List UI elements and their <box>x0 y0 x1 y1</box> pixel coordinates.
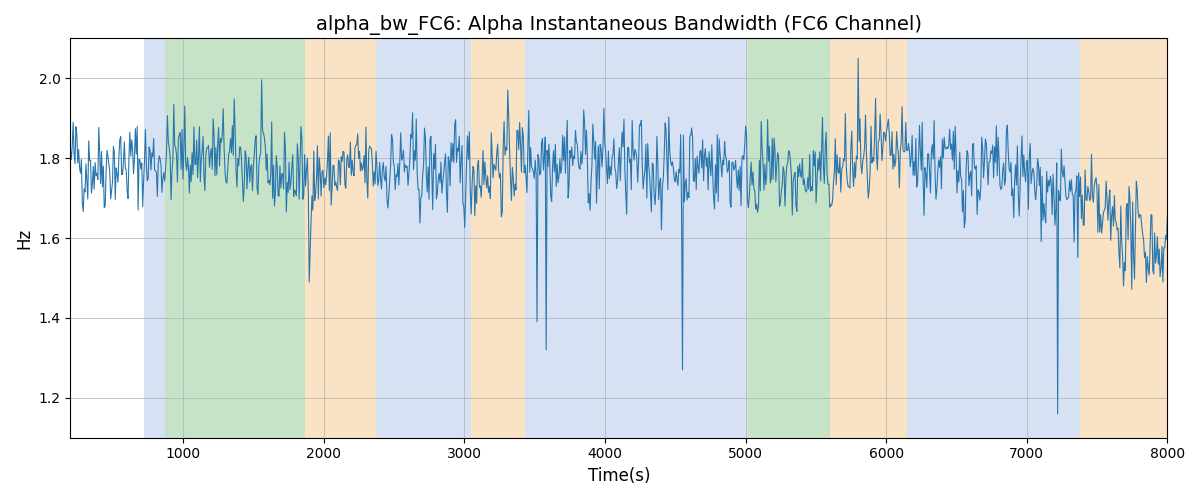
Bar <box>1080 38 1175 438</box>
Bar <box>907 38 1034 438</box>
Bar <box>376 38 472 438</box>
Bar <box>524 38 679 438</box>
Bar <box>164 38 305 438</box>
Bar <box>144 38 164 438</box>
Y-axis label: Hz: Hz <box>14 228 32 248</box>
Bar <box>472 38 524 438</box>
Bar <box>703 38 749 438</box>
X-axis label: Time(s): Time(s) <box>588 467 650 485</box>
Bar <box>1034 38 1080 438</box>
Bar <box>830 38 907 438</box>
Bar <box>749 38 830 438</box>
Title: alpha_bw_FC6: Alpha Instantaneous Bandwidth (FC6 Channel): alpha_bw_FC6: Alpha Instantaneous Bandwi… <box>316 15 922 35</box>
Bar <box>679 38 703 438</box>
Bar <box>305 38 376 438</box>
